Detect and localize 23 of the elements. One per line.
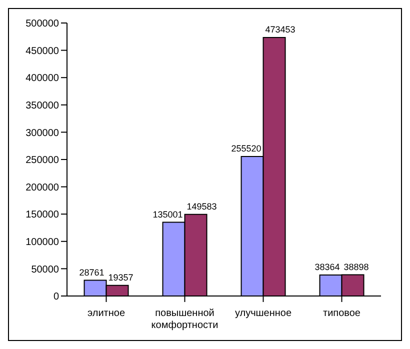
- y-tick-label: 50000: [31, 264, 60, 276]
- x-tick-label: элитное: [87, 308, 126, 319]
- y-tick-label: 0: [53, 292, 60, 303]
- y-tick-label: 300000: [26, 128, 60, 139]
- y-tick-label: 200000: [26, 182, 60, 194]
- data-label: 149583: [186, 201, 217, 212]
- y-tick-label: 250000: [26, 155, 60, 166]
- y-tick-label: 500000: [26, 18, 60, 30]
- data-label: 28761: [79, 267, 104, 278]
- y-tick-label: 450000: [26, 46, 60, 57]
- data-label: 38898: [344, 262, 369, 272]
- y-tick-label: 150000: [26, 210, 60, 221]
- data-label: 473453: [265, 24, 296, 34]
- data-label: 38364: [314, 262, 340, 272]
- x-tick-label: повышенной комфортности: [151, 308, 218, 331]
- y-tick-label: 100000: [26, 236, 60, 248]
- data-label: 255520: [231, 143, 262, 154]
- x-tick-label: типовое: [323, 308, 361, 319]
- data-label: 19357: [108, 272, 134, 282]
- y-tick-label: 350000: [26, 100, 60, 112]
- data-label: 135001: [152, 209, 183, 220]
- x-tick-label: улучшенное: [234, 308, 292, 319]
- y-tick-label: 400000: [26, 73, 60, 84]
